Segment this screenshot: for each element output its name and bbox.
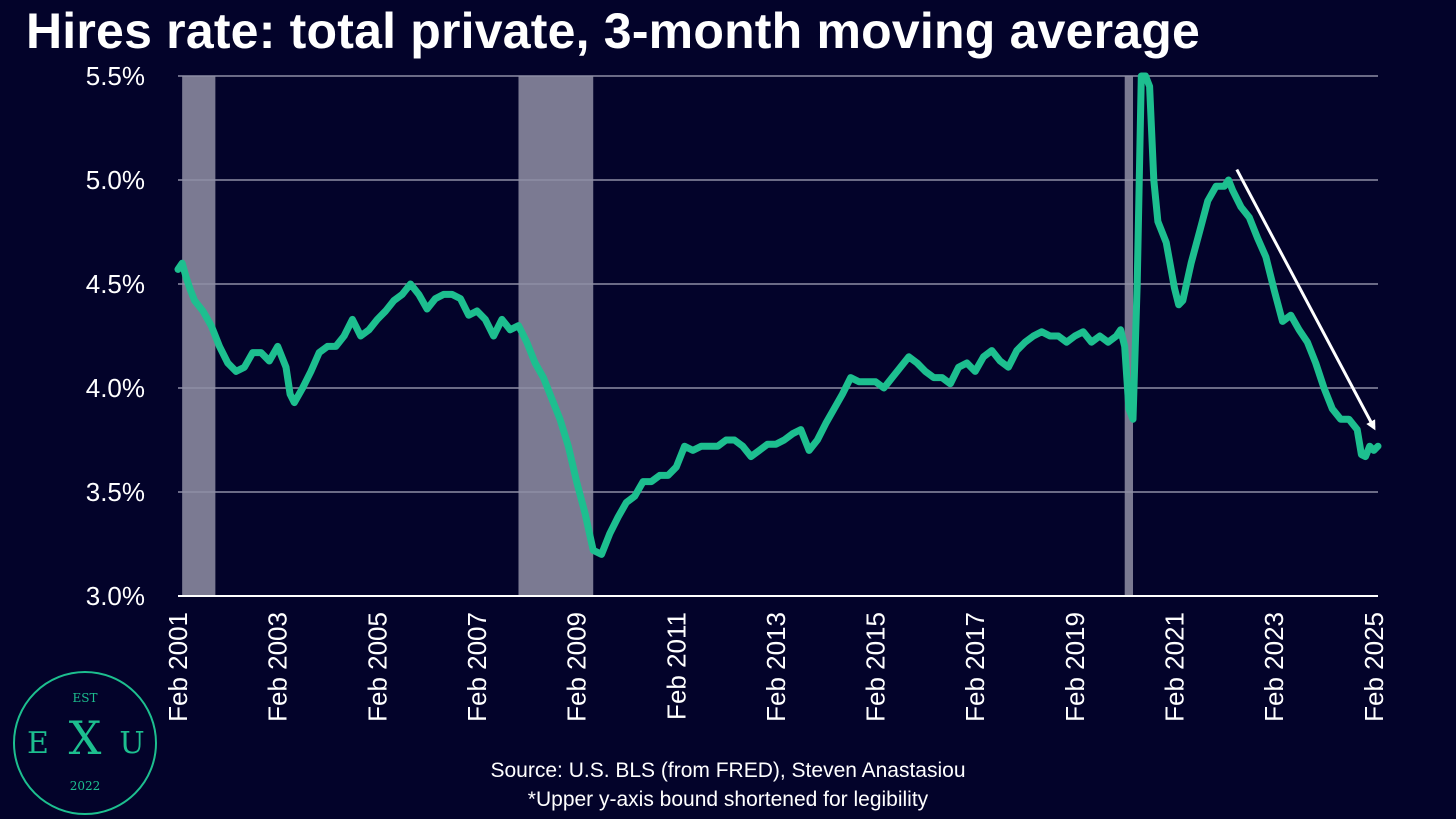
logo-letter-u: U — [119, 726, 144, 761]
trend-arrow — [1235, 168, 1376, 431]
x-tick-label: Feb 2025 — [1359, 612, 1389, 722]
x-tick-label: Feb 2001 — [163, 612, 193, 722]
x-tick-label: Feb 2011 — [661, 612, 691, 720]
y-tick-label: 4.5% — [86, 269, 145, 299]
logo-year: 2022 — [70, 779, 101, 793]
source-note: Source: U.S. BLS (from FRED), Steven Ana… — [490, 759, 966, 782]
y-tick-label: 5.5% — [86, 61, 145, 91]
recession-band — [182, 76, 216, 596]
y-tick-label: 3.0% — [86, 581, 145, 611]
logo-letter-x: X — [69, 711, 102, 765]
x-tick-label: Feb 2019 — [1060, 612, 1090, 722]
x-tick-label: Feb 2005 — [362, 612, 392, 722]
y-tick-label: 3.5% — [86, 477, 145, 507]
y-tick-label: 5.0% — [86, 165, 145, 195]
y-tick-label: 4.0% — [86, 373, 145, 403]
chart-title: Hires rate: total private, 3-month movin… — [26, 3, 1201, 59]
logo-letter-e: E — [27, 726, 49, 761]
x-tick-label: Feb 2017 — [960, 612, 990, 722]
exu-logo: EST 2022 E X U — [13, 671, 157, 815]
recession-band — [518, 76, 594, 596]
x-tick-label: Feb 2013 — [761, 612, 791, 722]
x-tick-label: Feb 2015 — [861, 612, 891, 722]
recession-band — [1124, 76, 1134, 596]
logo-circle — [13, 671, 157, 815]
logo-est: EST — [73, 691, 98, 705]
x-tick-label: Feb 2021 — [1160, 612, 1190, 722]
x-tick-label: Feb 2003 — [263, 612, 293, 722]
x-tick-label: Feb 2007 — [462, 612, 492, 722]
footnote: *Upper y-axis bound shortened for legibi… — [527, 788, 929, 811]
series-line — [174, 72, 1382, 558]
x-tick-label: Feb 2009 — [562, 612, 592, 722]
x-tick-label: Feb 2023 — [1259, 612, 1289, 722]
